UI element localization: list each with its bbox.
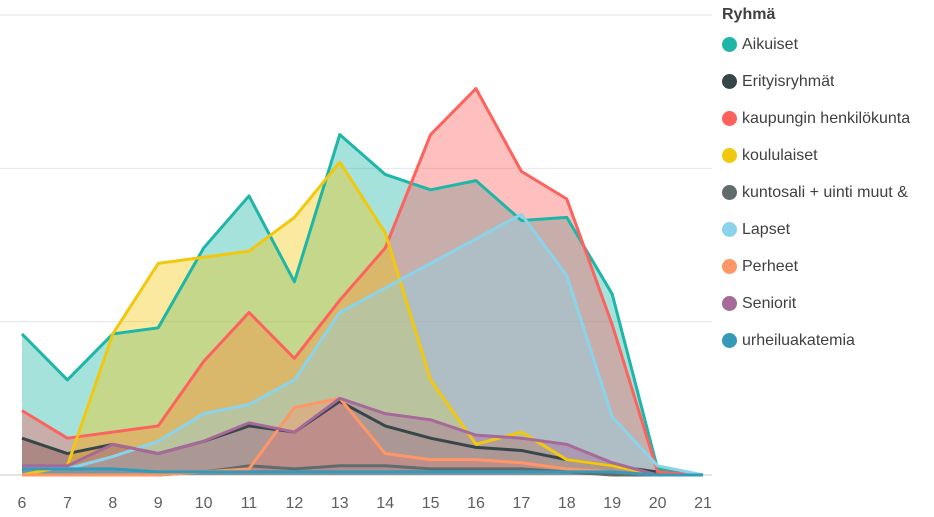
series-line-6[interactable] xyxy=(22,396,703,477)
legend-label: Lapset xyxy=(742,220,791,238)
series-area-3[interactable] xyxy=(22,162,703,475)
legend-marker-icon xyxy=(722,185,737,200)
x-tick-label: 17 xyxy=(513,495,531,512)
series-lines xyxy=(20,87,704,477)
x-tick-label: 6 xyxy=(18,495,27,512)
legend-label: Erityisryhmät xyxy=(742,72,835,90)
legend-label: koululaiset xyxy=(742,146,818,164)
series-line-7[interactable] xyxy=(22,396,703,477)
x-tick-label: 15 xyxy=(422,495,440,512)
x-tick-label: 19 xyxy=(603,495,621,512)
series-line-8[interactable] xyxy=(22,467,703,477)
legend-item-5[interactable]: Lapset xyxy=(722,211,934,248)
series-area-6[interactable] xyxy=(22,398,703,475)
series-area-5[interactable] xyxy=(22,214,703,476)
legend-marker-icon xyxy=(722,296,737,311)
x-tick-label: 21 xyxy=(694,495,712,512)
series-line-3[interactable] xyxy=(21,160,703,477)
legend-label: urheiluakatemia xyxy=(742,331,855,349)
legend-item-8[interactable]: urheiluakatemia xyxy=(722,322,934,359)
x-tick-label: 7 xyxy=(63,495,72,512)
x-axis-tick-labels: 6 7 8 9 10 11 12 13 14 15 16 17 18 19 20 21 xyxy=(18,495,712,512)
x-tick-label: 8 xyxy=(108,495,117,512)
series-area-1[interactable] xyxy=(22,401,703,475)
series-areas xyxy=(22,88,703,476)
legend-item-6[interactable]: Perheet xyxy=(722,248,934,285)
legend-item-1[interactable]: Erityisryhmät xyxy=(722,63,934,100)
legend-items: Aikuiset Erityisryhmät kaupungin henkilöku… xyxy=(722,26,934,359)
legend-label: kuntosali + uinti muut & xyxy=(742,183,908,201)
series-area-7[interactable] xyxy=(22,398,703,475)
legend-marker-icon xyxy=(722,148,737,163)
series-line-2[interactable] xyxy=(21,87,704,477)
x-tick-label: 11 xyxy=(241,495,258,512)
legend-item-2[interactable]: kaupungin henkilökunta xyxy=(722,100,934,137)
legend-marker-icon xyxy=(722,222,737,237)
series-line-0[interactable] xyxy=(20,133,704,477)
legend-label: Aikuiset xyxy=(742,35,799,53)
legend-item-7[interactable]: Seniorit xyxy=(722,285,934,322)
x-tick-label: 12 xyxy=(286,495,304,512)
x-tick-label: 18 xyxy=(558,495,576,512)
legend-item-4[interactable]: kuntosali + uinti muut & xyxy=(722,174,934,211)
x-tick-label: 10 xyxy=(195,495,213,512)
legend-marker-icon xyxy=(722,259,737,274)
legend-title: Ryhmä xyxy=(722,6,776,23)
legend-item-0[interactable]: Aikuiset xyxy=(722,26,934,63)
legend-label: Perheet xyxy=(742,257,799,275)
x-tick-label: 13 xyxy=(331,495,349,512)
x-tick-label: 16 xyxy=(467,495,485,512)
legend-item-3[interactable]: koululaiset xyxy=(722,137,934,174)
legend-marker-icon xyxy=(722,74,737,89)
legend-marker-icon xyxy=(722,333,737,348)
legend-label: Seniorit xyxy=(742,294,797,312)
legend-label: kaupungin henkilökunta xyxy=(742,109,911,127)
x-tick-label: 14 xyxy=(376,495,394,512)
x-tick-label: 9 xyxy=(154,495,163,512)
legend: Ryhmä Aikuiset Erityisryhmät kaupungin hen… xyxy=(722,4,934,359)
x-tick-label: 20 xyxy=(649,495,667,512)
legend-marker-icon xyxy=(722,37,737,52)
legend-marker-icon xyxy=(722,111,737,126)
